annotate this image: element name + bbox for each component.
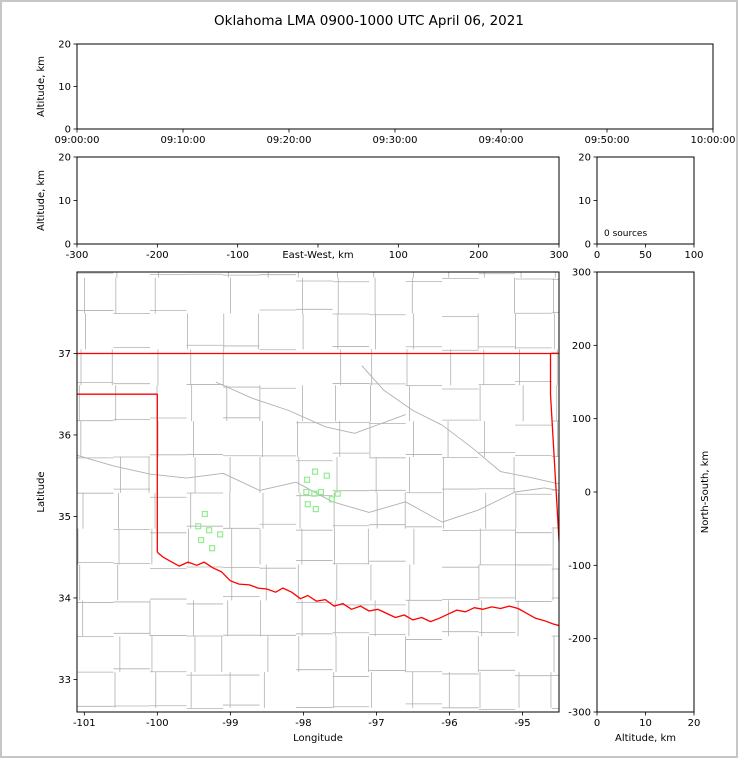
x-axis-label-ew-height: East-West, km — [282, 250, 353, 261]
station-marker — [303, 488, 310, 496]
y-tick-label: -300 — [568, 708, 591, 719]
annotation-sources: 0 sources — [604, 229, 647, 239]
station-marker — [217, 531, 224, 538]
panel-frame — [76, 271, 560, 713]
station-marker — [198, 536, 205, 544]
plot-title: Oklahoma LMA 0900-1000 UTC April 06, 202… — [214, 13, 524, 29]
y-axis-label-time-height: Altitude, km — [36, 56, 47, 117]
station-marker — [328, 496, 335, 503]
x-tick-label: -100 — [146, 718, 169, 729]
station-marker — [209, 545, 216, 552]
y-tick-label: 35 — [58, 512, 71, 523]
y-tick-label: 200 — [572, 341, 591, 352]
x-tick-label: 0 — [594, 718, 600, 729]
x-axis-label-plan-view: Longitude — [293, 733, 343, 744]
station-marker — [201, 510, 208, 518]
x-tick-label: 0 — [594, 250, 600, 261]
x-tick-label: 10:00:00 — [691, 135, 736, 146]
x-tick-label: 10 — [639, 718, 652, 729]
river-line — [215, 381, 406, 434]
station-marker — [312, 506, 319, 513]
station-marker — [195, 523, 202, 530]
station-marker — [311, 490, 318, 497]
y-tick-label: 0 — [65, 125, 71, 136]
y-tick-label: 36 — [58, 430, 71, 441]
x-tick-label: -200 — [146, 250, 169, 261]
station-marker — [317, 488, 325, 496]
state-border — [77, 352, 559, 627]
station-marker — [303, 476, 311, 483]
x-axis-label-ns-height: Altitude, km — [615, 733, 676, 744]
x-tick-label: 09:20:00 — [267, 135, 312, 146]
x-tick-label: 200 — [469, 250, 488, 261]
x-tick-label: 09:40:00 — [479, 135, 524, 146]
x-tick-label: -98 — [295, 718, 311, 729]
station-marker — [311, 468, 319, 475]
station-marker — [304, 501, 311, 508]
state-border-segment — [156, 551, 559, 627]
y-axis-label-plan-view: Latitude — [36, 471, 47, 512]
y-tick-label: 20 — [58, 153, 71, 164]
map-layers — [77, 272, 559, 712]
x-tick-label: -95 — [514, 718, 530, 729]
x-tick-label: -96 — [441, 718, 457, 729]
y-tick-label: 100 — [572, 414, 591, 425]
x-tick-label: -300 — [66, 250, 89, 261]
river-line — [361, 365, 559, 485]
y-tick-label: 34 — [58, 593, 71, 604]
x-tick-label: 100 — [684, 250, 703, 261]
state-border-segment — [77, 393, 158, 553]
y-axis-label-ew-height: Altitude, km — [36, 170, 47, 231]
x-tick-label: -99 — [222, 718, 238, 729]
x-tick-label: 09:10:00 — [161, 135, 206, 146]
station-marker — [334, 490, 341, 497]
panel-plan-view: -101 -100 -99 -98 -97 -96 -95 33 34 35 36 37 Longitu… — [36, 271, 560, 744]
x-tick-label: 100 — [389, 250, 408, 261]
panel-frame — [76, 156, 560, 245]
panel-source-histogram: 0 50 100 0 10 20 0 sources — [578, 153, 703, 262]
y-tick-label: -200 — [568, 634, 591, 645]
x-tick-label: 09:50:00 — [585, 135, 630, 146]
panel-time-height: 09:00:00 09:10:00 09:20:00 09:30:00 09:40:00… — [36, 40, 735, 147]
x-tick-label: 09:00:00 — [55, 135, 100, 146]
y-tick-label: 10 — [58, 196, 71, 207]
lma-stations — [195, 468, 341, 552]
y-tick-label: 10 — [578, 196, 591, 207]
y-tick-label: 0 — [65, 240, 71, 251]
y-tick-label: 20 — [578, 153, 591, 164]
y-tick-label: 33 — [58, 675, 71, 686]
state-border-segment — [549, 353, 559, 552]
x-tick-label: -97 — [368, 718, 384, 729]
y-axis-label-ns-height: North-South, km — [700, 451, 711, 534]
panel-frame — [76, 43, 714, 130]
x-tick-label: 300 — [549, 250, 568, 261]
panel-frame — [596, 271, 695, 713]
y-tick-label: 20 — [58, 40, 71, 51]
x-tick-label: 20 — [688, 718, 701, 729]
river-lines — [77, 365, 559, 523]
x-tick-label: 09:30:00 — [373, 135, 418, 146]
x-tick-label: -101 — [73, 718, 96, 729]
y-tick-label: 37 — [58, 349, 71, 360]
station-marker — [206, 527, 213, 534]
panel-ns-height: 0 10 20 300 200 100 0 -100 -200 -300 Altitude, km N… — [568, 268, 711, 745]
station-marker — [323, 472, 330, 479]
y-tick-label: 0 — [585, 240, 591, 251]
x-tick-label: -100 — [226, 250, 249, 261]
y-tick-label: 300 — [572, 268, 591, 279]
panel-ew-height: -300 -200 -100 100 200 300 0 10 20 East-West, km A… — [36, 153, 569, 262]
x-tick-label: 50 — [639, 250, 652, 261]
y-tick-label: 10 — [58, 82, 71, 93]
y-tick-label: 0 — [585, 488, 591, 499]
y-tick-label: -100 — [568, 561, 591, 572]
